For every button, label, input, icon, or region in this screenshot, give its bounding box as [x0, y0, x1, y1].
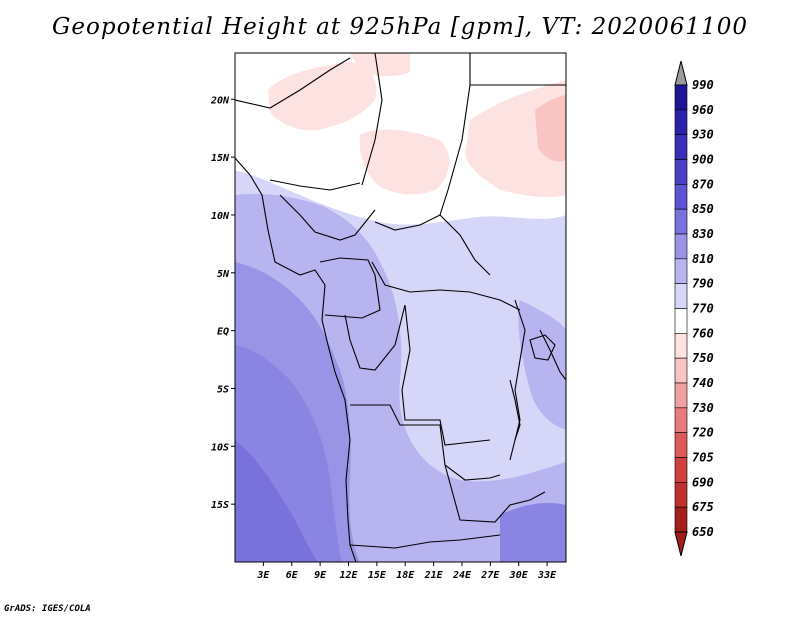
colorbar-swatch — [674, 333, 688, 359]
field-pink-west — [268, 62, 377, 131]
border-chad-east — [439, 53, 491, 276]
grads-credit: GrADS: IGES/COLA — [4, 604, 91, 614]
latitude-axis: 20N 15N 10N 5N EQ 5S 10S 15S — [210, 95, 235, 511]
colorbar-label: 960 — [692, 103, 714, 117]
colorbar-swatch — [674, 233, 688, 260]
colorbar-label: 705 — [692, 451, 714, 465]
colorbar-label: 740 — [692, 376, 714, 390]
colorbar-swatch — [674, 457, 688, 483]
country-borders — [235, 53, 566, 562]
colorbar-swatch — [674, 84, 688, 111]
border-zambia — [444, 464, 546, 523]
colorbar-label: 900 — [692, 153, 714, 167]
colorbar-swatch — [674, 432, 688, 458]
colorbar-label: 990 — [692, 78, 714, 92]
colorbar-swatch — [674, 506, 688, 533]
border-east — [539, 329, 566, 381]
colorbar-swatch — [674, 208, 688, 235]
field-pink-central — [359, 129, 450, 195]
lat-label: 5N — [217, 269, 230, 280]
longitude-axis: 3E 6E 9E 12E 15E 18E 21E 24E 27E 30E 33E — [256, 562, 557, 581]
colorbar-bottom-arrow — [674, 531, 688, 557]
colorbar-top-arrow — [674, 60, 688, 86]
field-850 — [235, 440, 318, 562]
lat-label: EQ — [217, 327, 229, 338]
colorbar-swatch — [674, 357, 688, 384]
colorbar-swatch — [674, 407, 688, 433]
colorbar-label: 650 — [692, 525, 714, 539]
lon-label: 27E — [480, 570, 500, 581]
colorbar-label: 760 — [692, 326, 714, 340]
colorbar-label: 690 — [692, 475, 714, 489]
lon-label: 21E — [424, 570, 444, 581]
colorbar-swatch — [674, 308, 688, 334]
border-chad-south — [374, 214, 441, 231]
coastline-west — [235, 157, 357, 562]
lon-label: 9E — [314, 570, 327, 581]
colorbar-label: 870 — [692, 177, 714, 191]
lon-label: 33E — [537, 570, 557, 581]
lat-label: 15N — [211, 153, 230, 164]
colorbar-label: 830 — [692, 227, 714, 241]
lon-label: 18E — [396, 570, 415, 581]
border-nigeria — [279, 194, 376, 241]
colorbar-label: 790 — [692, 277, 714, 291]
lon-label: 30E — [509, 570, 529, 581]
lake-victoria — [529, 334, 556, 361]
colorbar-swatch — [674, 382, 688, 409]
lon-label: 3E — [256, 570, 270, 581]
colorbar-swatch — [674, 283, 688, 309]
colorbar-label: 675 — [692, 500, 714, 514]
lon-label: 12E — [339, 570, 358, 581]
lat-label: 20N — [210, 95, 230, 106]
colorbar-swatch — [674, 184, 688, 210]
lake-tanganyika — [509, 379, 521, 441]
lat-label: 5S — [217, 384, 229, 395]
colorbar-swatch — [674, 159, 688, 185]
colorbar-swatch — [674, 258, 688, 284]
border-cameroon — [319, 257, 381, 319]
border-east-lakes — [509, 299, 526, 461]
border-niger-chad — [361, 53, 383, 186]
field-pink-east-strong — [535, 95, 566, 162]
lat-label: 15S — [211, 500, 229, 511]
border-mali-niger — [235, 57, 351, 109]
border-south — [349, 534, 501, 549]
map-frame — [234, 52, 567, 563]
field-pink-north — [350, 53, 410, 77]
colorbar-label: 730 — [692, 401, 714, 415]
colorbar-label: 850 — [692, 202, 714, 216]
colorbar-swatch — [674, 134, 688, 160]
colorbar-label: 720 — [692, 426, 714, 440]
border-car — [371, 261, 521, 311]
border-niger-south — [269, 179, 361, 191]
colorbar-label: 770 — [692, 302, 714, 316]
border-angola — [350, 404, 501, 481]
border-gabon-congo — [344, 304, 406, 371]
colorbar-swatch — [674, 482, 688, 508]
colorbar-label: 930 — [692, 128, 714, 142]
colorbar-label: 750 — [692, 351, 714, 365]
lat-label: 10N — [211, 211, 230, 222]
field-790-east — [518, 300, 566, 430]
colorbar-swatch — [674, 109, 688, 135]
lon-label: 24E — [452, 570, 472, 581]
lon-label: 15E — [368, 570, 387, 581]
field-850-se — [500, 503, 566, 562]
lon-label: 6E — [286, 570, 299, 581]
border-drc-west — [401, 304, 491, 446]
map-title: Geopotential Height at 925hPa [gpm], VT:… — [52, 14, 748, 40]
colorbar-label: 810 — [692, 252, 714, 266]
lat-label: 10S — [211, 442, 229, 453]
height-field — [235, 53, 566, 562]
colorbar: 990 960 930 900 870 850 830 810 790 770 760 750 740 7… — [674, 60, 714, 557]
